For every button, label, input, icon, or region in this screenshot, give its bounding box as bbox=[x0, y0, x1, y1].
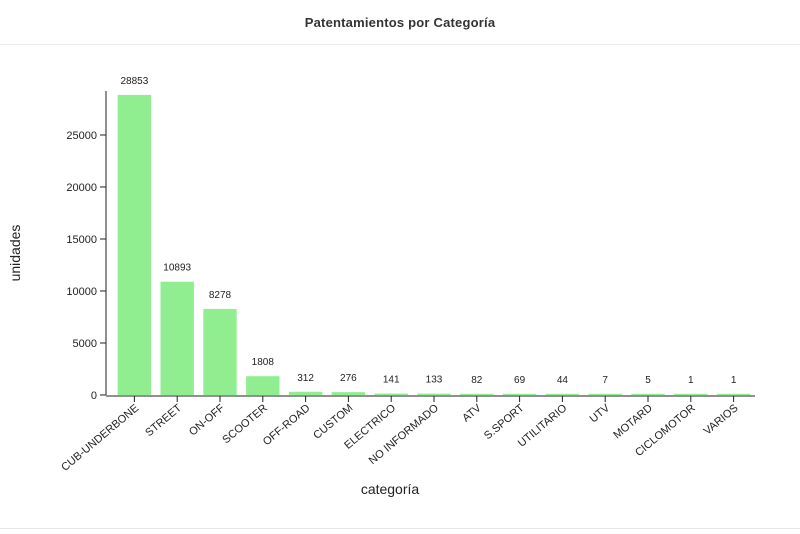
bar-electrico bbox=[374, 393, 408, 395]
x-tick-label: UTV bbox=[588, 402, 613, 426]
bars-layer bbox=[117, 94, 751, 396]
y-tick-label: 5000 bbox=[73, 338, 97, 350]
x-tick-label: OFF-ROAD bbox=[261, 402, 313, 448]
bar-atv bbox=[460, 393, 494, 395]
x-tick-label: MOTARD bbox=[611, 402, 655, 441]
bar-scooter bbox=[246, 376, 280, 395]
y-tick-label: 20000 bbox=[66, 182, 97, 194]
bar-value-label: 1 bbox=[731, 375, 737, 386]
bar-no-informado bbox=[417, 393, 451, 395]
bottom-divider bbox=[0, 528, 800, 529]
y-tick-label: 10000 bbox=[66, 286, 97, 298]
bar-motard bbox=[631, 393, 665, 395]
chart-title: Patentamientos por Categoría bbox=[304, 14, 496, 30]
bar-value-label: 82 bbox=[471, 375, 483, 386]
x-tick-label: CUB-UNDERBONE bbox=[59, 402, 141, 474]
bar-value-label: 312 bbox=[297, 373, 314, 384]
bar-ciclomotor bbox=[674, 393, 708, 395]
bar-on-off bbox=[203, 308, 237, 395]
x-axis: CUB-UNDERBONE STREET ON-OFFSCOOTEROFF-ROAD… bbox=[59, 395, 755, 474]
bar-value-label: 141 bbox=[383, 375, 400, 386]
bar-value-label: 5 bbox=[645, 375, 651, 386]
y-tick-label: 25000 bbox=[66, 130, 97, 142]
bar-value-label: 8278 bbox=[209, 290, 232, 301]
bar-off-road bbox=[288, 391, 323, 395]
y-axis: 0 5000 10000 15000 20000 25000 bbox=[66, 91, 107, 402]
bar-varios bbox=[716, 393, 751, 395]
bar-utilitario bbox=[545, 393, 580, 395]
chart-header: Patentamientos por Categoría bbox=[0, 0, 800, 45]
bar-utv bbox=[588, 393, 622, 395]
bar-value-label: 276 bbox=[340, 373, 357, 384]
bar-cub-underbone bbox=[117, 94, 152, 396]
chart-area: 28853 10893 8278 1808 312 276 141 133 82 69 44 7 5 1 1… bbox=[0, 45, 800, 529]
bar-value-label: 1 bbox=[688, 375, 694, 386]
bar-value-label: 1808 bbox=[252, 357, 275, 368]
bar-value-label: 7 bbox=[602, 375, 608, 386]
x-tick-label: ON-OFF bbox=[187, 402, 227, 438]
bar-value-label: 28853 bbox=[120, 76, 148, 87]
y-axis-title: unidades bbox=[7, 225, 23, 282]
bar-value-label: 133 bbox=[426, 375, 443, 386]
bar-value-label: 10893 bbox=[163, 263, 191, 274]
bar-s-sport bbox=[502, 393, 537, 395]
x-tick-label: VARIOS bbox=[702, 402, 741, 437]
bar-street bbox=[160, 281, 194, 395]
x-tick-label: ATV bbox=[460, 402, 484, 425]
bar-custom bbox=[331, 392, 366, 395]
x-tick-label: STREET bbox=[143, 402, 184, 439]
bar-chart: 28853 10893 8278 1808 312 276 141 133 82 69 44 7 5 1 1… bbox=[7, 76, 755, 497]
bar-value-label: 69 bbox=[514, 375, 526, 386]
bar-value-label: 44 bbox=[557, 375, 569, 386]
bar-value-labels: 28853 10893 8278 1808 312 276 141 133 82 69 44 7 5 1 1 bbox=[120, 76, 736, 386]
y-tick-label: 0 bbox=[91, 390, 97, 402]
y-tick-label: 15000 bbox=[66, 234, 97, 246]
x-axis-title: categoría bbox=[361, 481, 420, 497]
